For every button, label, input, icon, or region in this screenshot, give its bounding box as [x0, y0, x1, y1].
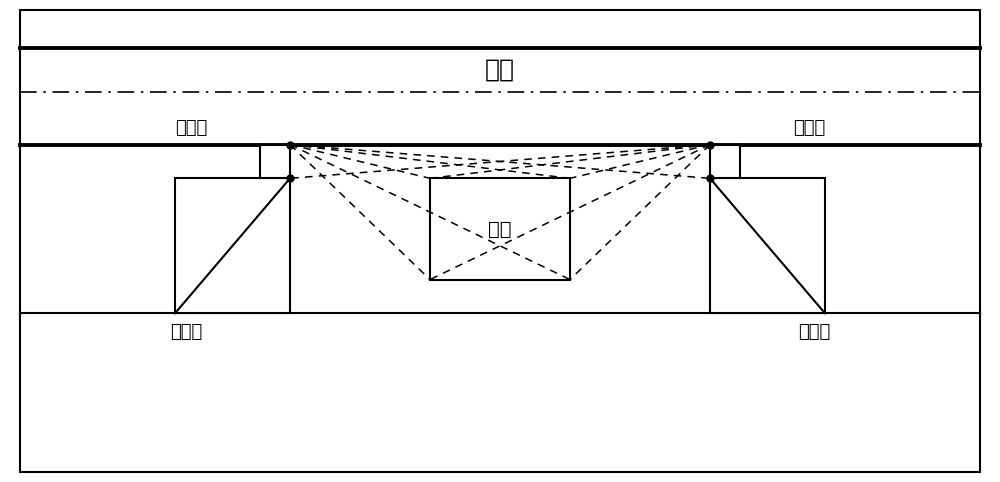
Text: 民房: 民房	[488, 219, 512, 239]
Bar	[710, 178, 825, 313]
Text: 计算点: 计算点	[793, 120, 825, 137]
Text: 预测点: 预测点	[798, 323, 830, 341]
Text: 道路: 道路	[485, 58, 515, 82]
Text: 预测点: 预测点	[170, 323, 202, 341]
Bar	[710, 145, 740, 178]
Bar	[430, 178, 570, 280]
Text: 计算点: 计算点	[175, 120, 207, 137]
Bar	[175, 178, 290, 313]
Bar	[260, 145, 290, 178]
